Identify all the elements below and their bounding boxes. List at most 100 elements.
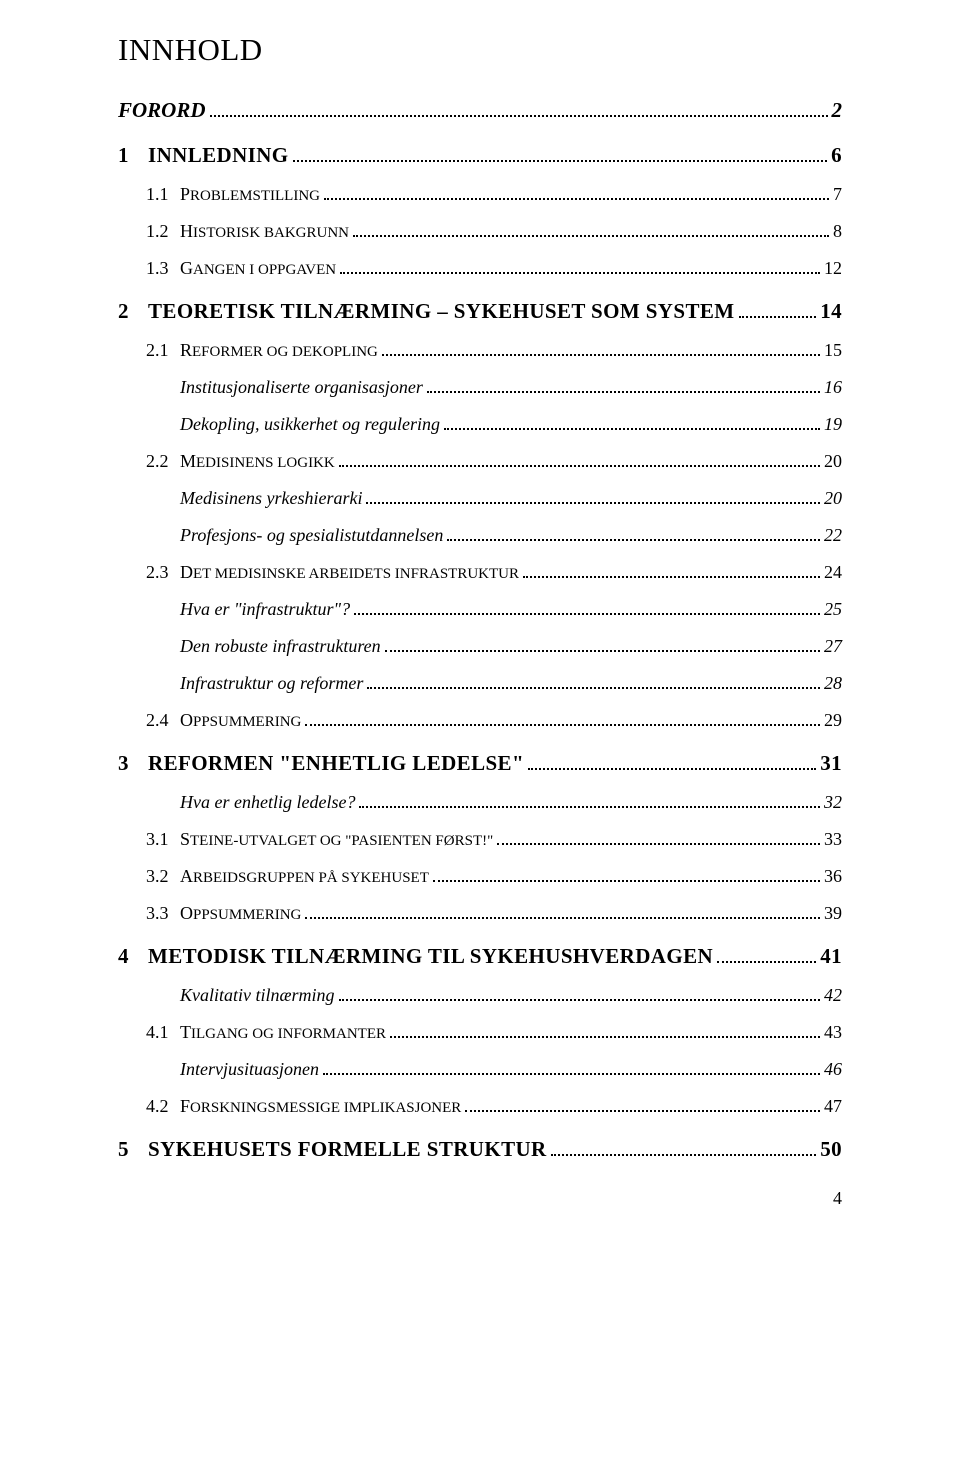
toc-entry-number: 2.2 [146, 451, 180, 472]
toc-entry-page: 28 [824, 673, 842, 694]
toc-leader [447, 539, 820, 541]
toc-entry: 1.3 GANGEN I OPPGAVEN12 [118, 258, 842, 279]
toc-leader [551, 1154, 817, 1156]
toc-entry-page: 33 [824, 829, 842, 850]
toc-entry-label: 1.2 HISTORISK BAKGRUNN [146, 221, 349, 242]
toc-entry: 4METODISK TILNÆRMING TIL SYKEHUSHVERDAGE… [118, 944, 842, 969]
toc-entry-label: 4.2 FORSKNINGSMESSIGE IMPLIKASJONER [146, 1096, 461, 1117]
toc-entry-page: 31 [820, 751, 842, 776]
toc-entry: FORORD 2 [118, 98, 842, 123]
toc-entry-number: 3.1 [146, 829, 180, 850]
toc-entry-label: 3REFORMEN "ENHETLIG LEDELSE" [118, 751, 524, 776]
toc-entry-label: Infrastruktur og reformer [180, 673, 363, 694]
toc-entry-page: 20 [824, 488, 842, 509]
toc-entry: 1.1 PROBLEMSTILLING 7 [118, 184, 842, 205]
toc-entry-label: 2.4 OPPSUMMERING [146, 710, 301, 731]
toc-entry-number: 2 [118, 299, 148, 324]
toc-entry: Hva er enhetlig ledelse?32 [118, 792, 842, 813]
toc-leader [366, 502, 820, 504]
toc-entry: 2.4 OPPSUMMERING 29 [118, 710, 842, 731]
toc-entry: Dekopling, usikkerhet og regulering 19 [118, 414, 842, 435]
toc-entry-label: 4METODISK TILNÆRMING TIL SYKEHUSHVERDAGE… [118, 944, 713, 969]
page-number-footer: 4 [118, 1188, 842, 1209]
toc-entry-number: 1.3 [146, 258, 180, 279]
toc-leader [305, 917, 820, 919]
toc-entry-page: 22 [824, 525, 842, 546]
toc-entry-number: 4 [118, 944, 148, 969]
toc-leader [385, 650, 820, 652]
toc-entry-number: 1.1 [146, 184, 180, 205]
toc-entry-label: 2.3 DET MEDISINSKE ARBEIDETS INFRASTRUKT… [146, 562, 519, 583]
toc-leader [353, 235, 829, 237]
toc-entry: Hva er "infrastruktur"? 25 [118, 599, 842, 620]
toc-entry-number: 4.1 [146, 1022, 180, 1043]
toc-leader [339, 999, 820, 1001]
toc-entry: Intervjusituasjonen 46 [118, 1059, 842, 1080]
toc-entry-page: 14 [820, 299, 842, 324]
toc-entry: 5SYKEHUSETS FORMELLE STRUKTUR 50 [118, 1137, 842, 1162]
toc-entry-page: 15 [824, 340, 842, 361]
toc-leader [339, 465, 820, 467]
toc-entry-label: FORORD [118, 98, 206, 123]
toc-entry-label: Intervjusituasjonen [180, 1059, 319, 1080]
toc-leader [739, 316, 817, 318]
toc-leader [293, 160, 828, 162]
toc-entry-number: 3.3 [146, 903, 180, 924]
toc-entry-label: Profesjons- og spesialistutdannelsen [180, 525, 443, 546]
toc-entry: 3.3 OPPSUMMERING 39 [118, 903, 842, 924]
toc-entry: 2.2 MEDISINENS LOGIKK20 [118, 451, 842, 472]
toc-entry-number: 3 [118, 751, 148, 776]
toc-entry-label: 2.2 MEDISINENS LOGIKK [146, 451, 335, 472]
toc-entry-label: 3.3 OPPSUMMERING [146, 903, 301, 924]
toc-entry-label: 1INNLEDNING [118, 143, 289, 168]
toc-entry-page: 39 [824, 903, 842, 924]
toc-entry-page: 42 [824, 985, 842, 1006]
toc-entry-number: 5 [118, 1137, 148, 1162]
toc-entry-label: Dekopling, usikkerhet og regulering [180, 414, 440, 435]
toc-entry-label: Medisinens yrkeshierarki [180, 488, 362, 509]
toc-entry-label: Hva er "infrastruktur"? [180, 599, 350, 620]
toc-entry: Den robuste infrastrukturen27 [118, 636, 842, 657]
toc-entry-number: 1.2 [146, 221, 180, 242]
toc-entry-page: 41 [820, 944, 842, 969]
toc-entry-number: 2.4 [146, 710, 180, 731]
toc-leader [717, 961, 816, 963]
toc-leader [465, 1110, 820, 1112]
toc-entry-number: 3.2 [146, 866, 180, 887]
toc-entry-page: 47 [824, 1096, 842, 1117]
toc-entry-page: 50 [820, 1137, 842, 1162]
toc-entry: Medisinens yrkeshierarki 20 [118, 488, 842, 509]
toc-entry: 1.2 HISTORISK BAKGRUNN 8 [118, 221, 842, 242]
toc-leader [340, 272, 820, 274]
toc-entry-page: 8 [833, 221, 842, 242]
toc-entry: 3REFORMEN "ENHETLIG LEDELSE" 31 [118, 751, 842, 776]
toc-leader [324, 198, 829, 200]
toc-entry: 1INNLEDNING 6 [118, 143, 842, 168]
toc-entry-page: 25 [824, 599, 842, 620]
toc-entry-page: 29 [824, 710, 842, 731]
toc-entry-page: 2 [832, 98, 843, 123]
toc-entry-page: 7 [833, 184, 842, 205]
toc-entry: Kvalitativ tilnærming42 [118, 985, 842, 1006]
toc-entry-number: 4.2 [146, 1096, 180, 1117]
toc-entry: 4.2 FORSKNINGSMESSIGE IMPLIKASJONER 47 [118, 1096, 842, 1117]
toc-entry-label: 2TEORETISK TILNÆRMING – SYKEHUSET SOM SY… [118, 299, 735, 324]
toc-entry: Infrastruktur og reformer 28 [118, 673, 842, 694]
toc-entry-page: 46 [824, 1059, 842, 1080]
toc-entry-page: 19 [824, 414, 842, 435]
toc-entry-page: 43 [824, 1022, 842, 1043]
toc-entry-page: 32 [824, 792, 842, 813]
toc-entry-label: 3.2 ARBEIDSGRUPPEN PÅ SYKEHUSET [146, 866, 429, 887]
toc-leader [210, 115, 828, 117]
toc-entry-label: 5SYKEHUSETS FORMELLE STRUKTUR [118, 1137, 547, 1162]
toc-entry-label: 4.1 TILGANG OG INFORMANTER [146, 1022, 386, 1043]
toc-entry-page: 27 [824, 636, 842, 657]
toc-entry-page: 12 [824, 258, 842, 279]
toc-entry: Institusjonaliserte organisasjoner16 [118, 377, 842, 398]
toc-leader [323, 1073, 820, 1075]
toc-entry-number: 2.1 [146, 340, 180, 361]
toc-entry-label: 1.1 PROBLEMSTILLING [146, 184, 320, 205]
toc-entry: 2.1 REFORMER OG DEKOPLING15 [118, 340, 842, 361]
toc-entry-page: 6 [831, 143, 842, 168]
toc-entry: 3.2 ARBEIDSGRUPPEN PÅ SYKEHUSET36 [118, 866, 842, 887]
